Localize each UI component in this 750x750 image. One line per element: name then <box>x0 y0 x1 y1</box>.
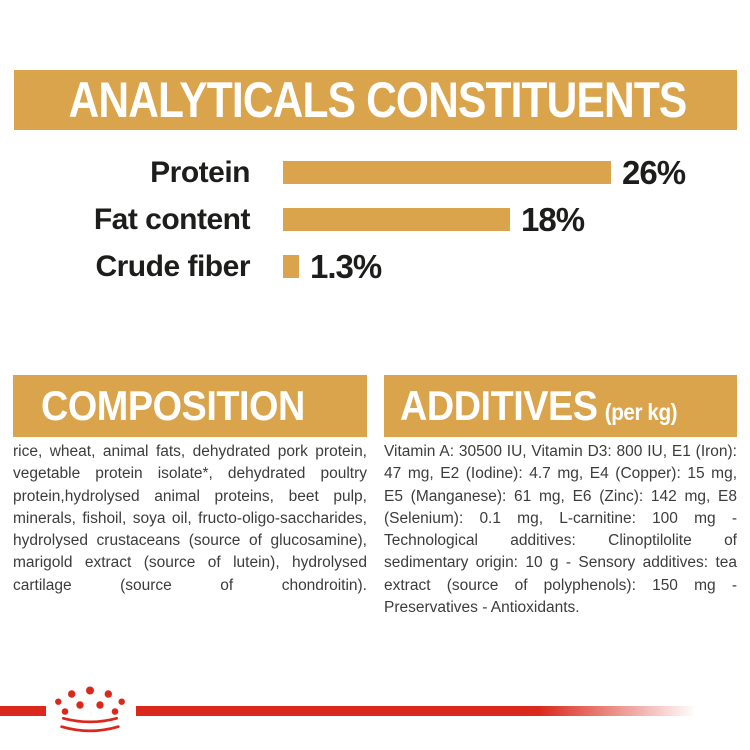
chart-category-label: Protein <box>150 156 250 189</box>
chart-category-label: Crude fiber <box>95 250 250 283</box>
red-stripe-right <box>136 706 696 716</box>
chart-row: Protein 26% <box>0 154 750 191</box>
composition-header-bar: COMPOSITION <box>13 375 367 437</box>
analyticals-title: ANALYTICALS CONSTITUENTS <box>68 72 688 128</box>
chart-bar <box>283 255 299 278</box>
chart-row: Fat content 18% <box>0 201 750 238</box>
chart-category-label: Fat content <box>93 203 251 236</box>
chart-row: Crude fiber 1.3% <box>0 248 750 285</box>
additives-title: ADDITIVES <box>400 382 598 429</box>
chart-value-label: 1.3% <box>310 248 382 285</box>
chart-value-label: 26% <box>622 154 686 191</box>
red-stripe-left <box>0 706 46 716</box>
additives-title-suffix: (per kg) <box>604 399 678 425</box>
additives-header-bar: ADDITIVES (per kg) <box>384 375 737 437</box>
composition-title: COMPOSITION <box>41 382 305 429</box>
chart-value-label: 18% <box>521 201 585 238</box>
analyticals-header-bar: ANALYTICALS CONSTITUENTS <box>14 70 737 130</box>
composition-ingredients-text: rice, wheat, animal fats, dehydrated por… <box>13 443 367 594</box>
additives-title-group: ADDITIVES (per kg) <box>400 382 678 430</box>
analytical-constituents-chart: Protein 26% Fat content 18% Crude fiber 1.3% <box>0 154 750 302</box>
royal-canin-crown-icon <box>55 686 125 733</box>
additives-list-text: Vitamin A: 30500 IU, Vitamin D3: 800 IU,… <box>384 443 737 617</box>
chart-bar <box>283 161 611 184</box>
chart-bar <box>283 208 510 231</box>
